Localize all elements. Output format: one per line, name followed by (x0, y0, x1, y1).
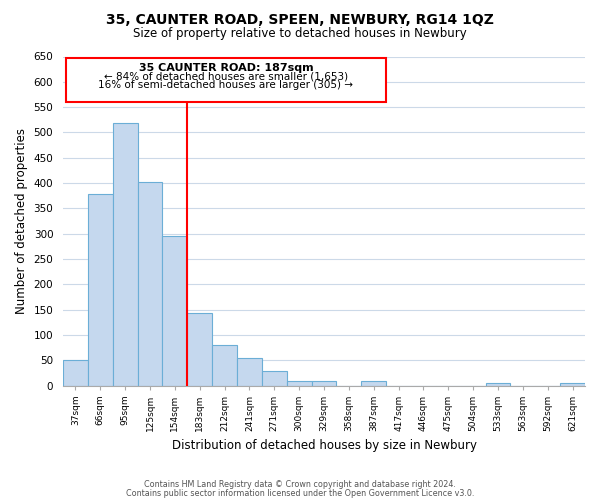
Text: Size of property relative to detached houses in Newbury: Size of property relative to detached ho… (133, 28, 467, 40)
FancyBboxPatch shape (65, 58, 386, 102)
Bar (311, 380, 337, 386)
Bar (212, 344, 237, 386)
Text: ← 84% of detached houses are smaller (1,653): ← 84% of detached houses are smaller (1,… (104, 72, 348, 82)
Text: 35 CAUNTER ROAD: 187sqm: 35 CAUNTER ROAD: 187sqm (139, 62, 313, 72)
Text: Contains public sector information licensed under the Open Government Licence v3: Contains public sector information licen… (126, 488, 474, 498)
Bar (137, 182, 163, 386)
Bar (560, 383, 585, 386)
Text: 16% of semi-detached houses are larger (305) →: 16% of semi-detached houses are larger (… (98, 80, 353, 90)
Bar (237, 358, 262, 386)
Bar (88, 194, 113, 386)
X-axis label: Distribution of detached houses by size in Newbury: Distribution of detached houses by size … (172, 440, 476, 452)
Bar (187, 314, 212, 386)
Bar (163, 236, 187, 386)
Bar (113, 123, 137, 386)
Bar (63, 360, 88, 386)
Y-axis label: Number of detached properties: Number of detached properties (15, 128, 28, 314)
Text: Contains HM Land Registry data © Crown copyright and database right 2024.: Contains HM Land Registry data © Crown c… (144, 480, 456, 489)
Bar (287, 380, 311, 386)
Bar (361, 380, 386, 386)
Text: 35, CAUNTER ROAD, SPEEN, NEWBURY, RG14 1QZ: 35, CAUNTER ROAD, SPEEN, NEWBURY, RG14 1… (106, 12, 494, 26)
Bar (485, 383, 511, 386)
Bar (262, 371, 287, 386)
